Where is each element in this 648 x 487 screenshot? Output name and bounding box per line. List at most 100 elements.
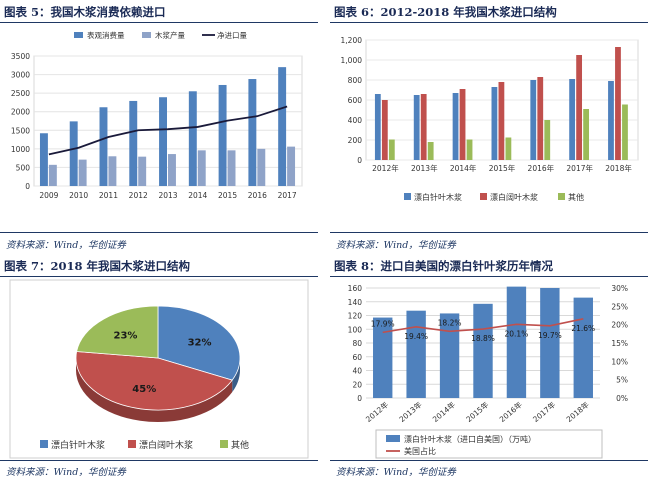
- legend-label: 美国占比: [404, 446, 436, 456]
- bar-series-3: [427, 142, 434, 160]
- line-data-label: 21.6%: [571, 324, 595, 333]
- x-tick-label: 2013年: [397, 399, 424, 424]
- bar-series-2: [459, 89, 466, 160]
- x-tick-label: 2011: [99, 191, 118, 200]
- legend-label: 表观消费量: [87, 30, 125, 40]
- x-tick-label: 2009: [39, 191, 58, 200]
- y-tick-label-left: 0: [357, 394, 362, 403]
- x-tick-label: 2012: [129, 191, 148, 200]
- bar-series-3: [583, 109, 590, 160]
- bar-series-3: [544, 120, 551, 160]
- line-data-label: 18.2%: [438, 318, 462, 327]
- y-tick-label: 0: [357, 156, 362, 165]
- chart-source: 资料来源：Wind，华创证券: [6, 240, 126, 251]
- y-tick-label-left: 140: [348, 298, 363, 307]
- source-divider: [0, 460, 318, 461]
- title-divider: [0, 276, 318, 277]
- y-tick-label-right: 5%: [616, 376, 628, 385]
- y-tick-label-right: 15%: [611, 339, 628, 348]
- x-tick-label: 2016: [248, 191, 267, 200]
- y-tick-label-left: 80: [352, 339, 362, 348]
- y-tick-label: 800: [348, 76, 363, 85]
- x-tick-label: 2013: [158, 191, 177, 200]
- pie-slice: [75, 351, 233, 411]
- legend-swatch: [386, 435, 400, 442]
- x-tick-label: 2017年: [566, 163, 593, 173]
- legend-swatch: [142, 32, 151, 38]
- pie-slice-side: [232, 358, 240, 393]
- x-tick-label: 2015年: [464, 399, 491, 424]
- x-tick-label: 2014年: [430, 399, 457, 424]
- bar-consumption: [248, 79, 257, 186]
- legend-label: 漂白阔叶木浆: [139, 439, 193, 451]
- y-tick-label: 1,200: [341, 36, 363, 45]
- y-tick-label: 2000: [11, 108, 30, 117]
- title-divider: [0, 22, 318, 23]
- bar-us-import: [540, 288, 560, 398]
- legend-swatch: [404, 193, 411, 200]
- bar-consumption: [129, 100, 138, 186]
- bar-us-import: [506, 286, 527, 398]
- bar-consumption: [99, 107, 108, 186]
- chart-title: 图表 8：进口自美国的漂白针叶浆历年情况: [334, 259, 554, 273]
- bar-us-import: [406, 310, 426, 398]
- chart-consumption: 0 500 1000 1500 2000 2500 3000 3500 2009 2010 2011…: [11, 30, 303, 200]
- x-tick-label: 2018年: [564, 399, 591, 424]
- source-divider: [330, 232, 648, 233]
- bar-production: [108, 156, 117, 186]
- line-data-label: 17.9%: [371, 319, 395, 328]
- x-tick-label: 2014: [188, 191, 207, 200]
- y-tick-label-left: 60: [352, 353, 362, 362]
- bar-series-1: [569, 79, 576, 160]
- bar-series-1: [374, 94, 381, 160]
- bar-series-1: [413, 95, 420, 160]
- y-tick-label: 2500: [11, 89, 30, 98]
- pie-slice: [76, 305, 159, 359]
- bar-consumption: [218, 84, 227, 186]
- bar-series-2: [381, 100, 388, 160]
- bar-series-2: [420, 94, 427, 160]
- y-tick-label: 600: [348, 96, 363, 105]
- legend-label: 其他: [231, 439, 249, 451]
- bar-series-3: [466, 139, 473, 160]
- legend-swatch: [480, 193, 487, 200]
- y-tick-label-left: 160: [348, 284, 363, 293]
- bar-production: [48, 164, 57, 186]
- chart-import-structure: 0 200 400 600 800 1,000 1,200 2012年 2013年 2014年 20…: [341, 36, 639, 202]
- y-tick-label: 1500: [11, 126, 30, 135]
- y-tick-label: 0: [25, 182, 30, 191]
- legend-swatch: [128, 440, 136, 448]
- y-tick-label: 3000: [11, 71, 30, 80]
- legend-swatch: [40, 440, 48, 448]
- x-tick-label: 2010: [69, 191, 88, 200]
- x-tick-label: 2017: [278, 191, 297, 200]
- series-line-us-share: [382, 318, 584, 334]
- bar-consumption: [188, 91, 197, 186]
- bar-series-1: [530, 80, 537, 160]
- legend-label: 漂白针叶木浆: [414, 192, 462, 202]
- bar-production: [227, 150, 236, 186]
- legend-label: 漂白针叶木浆（进口自美国）（万吨）: [404, 434, 536, 444]
- y-tick-label-left: 20: [352, 380, 362, 389]
- x-tick-label: 2018年: [605, 163, 632, 173]
- series-line-net-import: [48, 105, 288, 156]
- y-tick-label: 400: [348, 116, 363, 125]
- legend-swatch: [558, 193, 565, 200]
- x-tick-label: 2012年: [363, 399, 390, 424]
- legend-swatch: [74, 32, 83, 38]
- pie-data-label: 23%: [113, 331, 137, 342]
- bar-consumption: [39, 133, 48, 186]
- bar-series-2: [576, 55, 583, 160]
- bar-series-1: [491, 87, 498, 160]
- pie-slice-side: [76, 358, 233, 422]
- line-data-label: 19.7%: [538, 331, 562, 340]
- y-tick-label: 200: [348, 136, 363, 145]
- y-tick-label: 3500: [11, 52, 30, 61]
- legend-swatch: [220, 440, 228, 448]
- x-tick-label: 2013年: [411, 163, 438, 173]
- bar-series-3: [388, 139, 395, 160]
- bar-us-import: [473, 303, 493, 398]
- bar-us-import: [439, 313, 460, 398]
- legend-label: 漂白针叶木浆: [51, 439, 105, 451]
- pie-slice: [157, 305, 241, 381]
